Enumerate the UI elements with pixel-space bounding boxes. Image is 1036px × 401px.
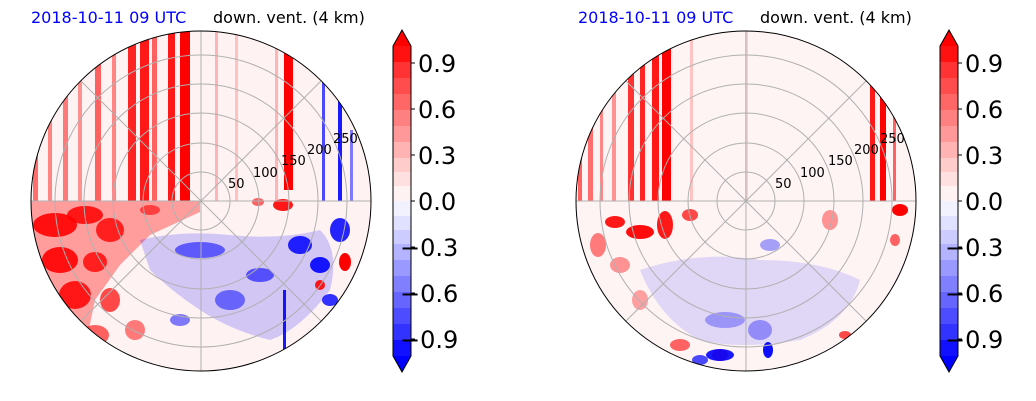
panel-2-cbtick-6: −0.9: [945, 326, 1003, 354]
panel-2-rtick-100: 100: [800, 166, 825, 181]
panel-1-blue-stripes: [322, 80, 353, 201]
panel-2-radial-labels: 50 100 150 200 250: [775, 132, 905, 192]
panel-2-blue-areas: [640, 239, 860, 365]
panel-2: 2018-10-11 09 UTC down. vent. (4 km): [575, 8, 1003, 374]
panel-1-lower-right-red: [252, 198, 351, 290]
panel-2-field: [578, 31, 908, 365]
panel-2-title: down. vent. (4 km): [760, 8, 912, 27]
panel-1-cbtick-6: −0.9: [400, 326, 458, 354]
panel-1-cbtick-3: 0.0: [418, 188, 456, 216]
panel-2-rtick-200: 200: [854, 143, 879, 158]
panel-1-cbtick-2: 0.3: [418, 142, 456, 170]
panel-2-cbtick-2: 0.3: [965, 142, 1003, 170]
panel-1-rtick-50: 50: [228, 177, 245, 192]
panel-2-rtick-250: 250: [880, 132, 905, 147]
panel-2-colorbar-ticks: [958, 62, 962, 340]
panel-2-cbtick-4: −0.3: [945, 234, 1003, 262]
panel-1-colorbar-ticks: [411, 62, 415, 340]
panel-1-rtick-250: 250: [333, 132, 358, 147]
panel-1-colorbar-bands: [393, 30, 411, 372]
panel-1-cbtick-1: 0.6: [418, 96, 456, 124]
panel-2-date-label: 2018-10-11 09 UTC: [578, 8, 733, 27]
panel-1-cbtick-5: −0.6: [400, 280, 458, 308]
panel-1-rtick-100: 100: [253, 166, 278, 181]
panel-1-cbtick-0: 0.9: [418, 50, 456, 78]
panel-2-colorbar-outline: [939, 28, 959, 374]
panel-2-plot-border: [575, 30, 917, 372]
panel-1-plot-border: [30, 30, 372, 372]
panel-1-radial-labels: 50 100 150 200 250: [228, 132, 358, 192]
panel-2-colorbar-bands: [940, 30, 958, 372]
panel-2-grid: [576, 31, 916, 371]
panel-1-cbtick-4: −0.3: [400, 234, 458, 262]
panel-1-rtick-150: 150: [281, 154, 306, 169]
panel-2-rtick-50: 50: [775, 177, 792, 192]
panel-2-cbtick-0: 0.9: [965, 50, 1003, 78]
panel-2-cbtick-1: 0.6: [965, 96, 1003, 124]
panel-2-colorbar: 0.9 0.6 0.3 0.0 −0.3 −0.6 −0.9: [939, 28, 1003, 374]
panel-1-colorbar-outline: [392, 28, 412, 374]
panel-1-title: down. vent. (4 km): [213, 8, 365, 27]
panel-1-grid: [31, 31, 371, 371]
panel-1-date-label: 2018-10-11 09 UTC: [31, 8, 186, 27]
panel-2-cbtick-3: 0.0: [965, 188, 1003, 216]
panel-2-cbtick-5: −0.6: [945, 280, 1003, 308]
panel-1: 2018-10-11 09 UTC down. vent. (4 km): [30, 8, 458, 374]
panel-1-rtick-200: 200: [307, 143, 332, 158]
panel-1-colorbar: 0.9 0.6 0.3 0.0 −0.3 −0.6 −0.9: [392, 28, 458, 374]
panel-2-rtick-150: 150: [828, 154, 853, 169]
